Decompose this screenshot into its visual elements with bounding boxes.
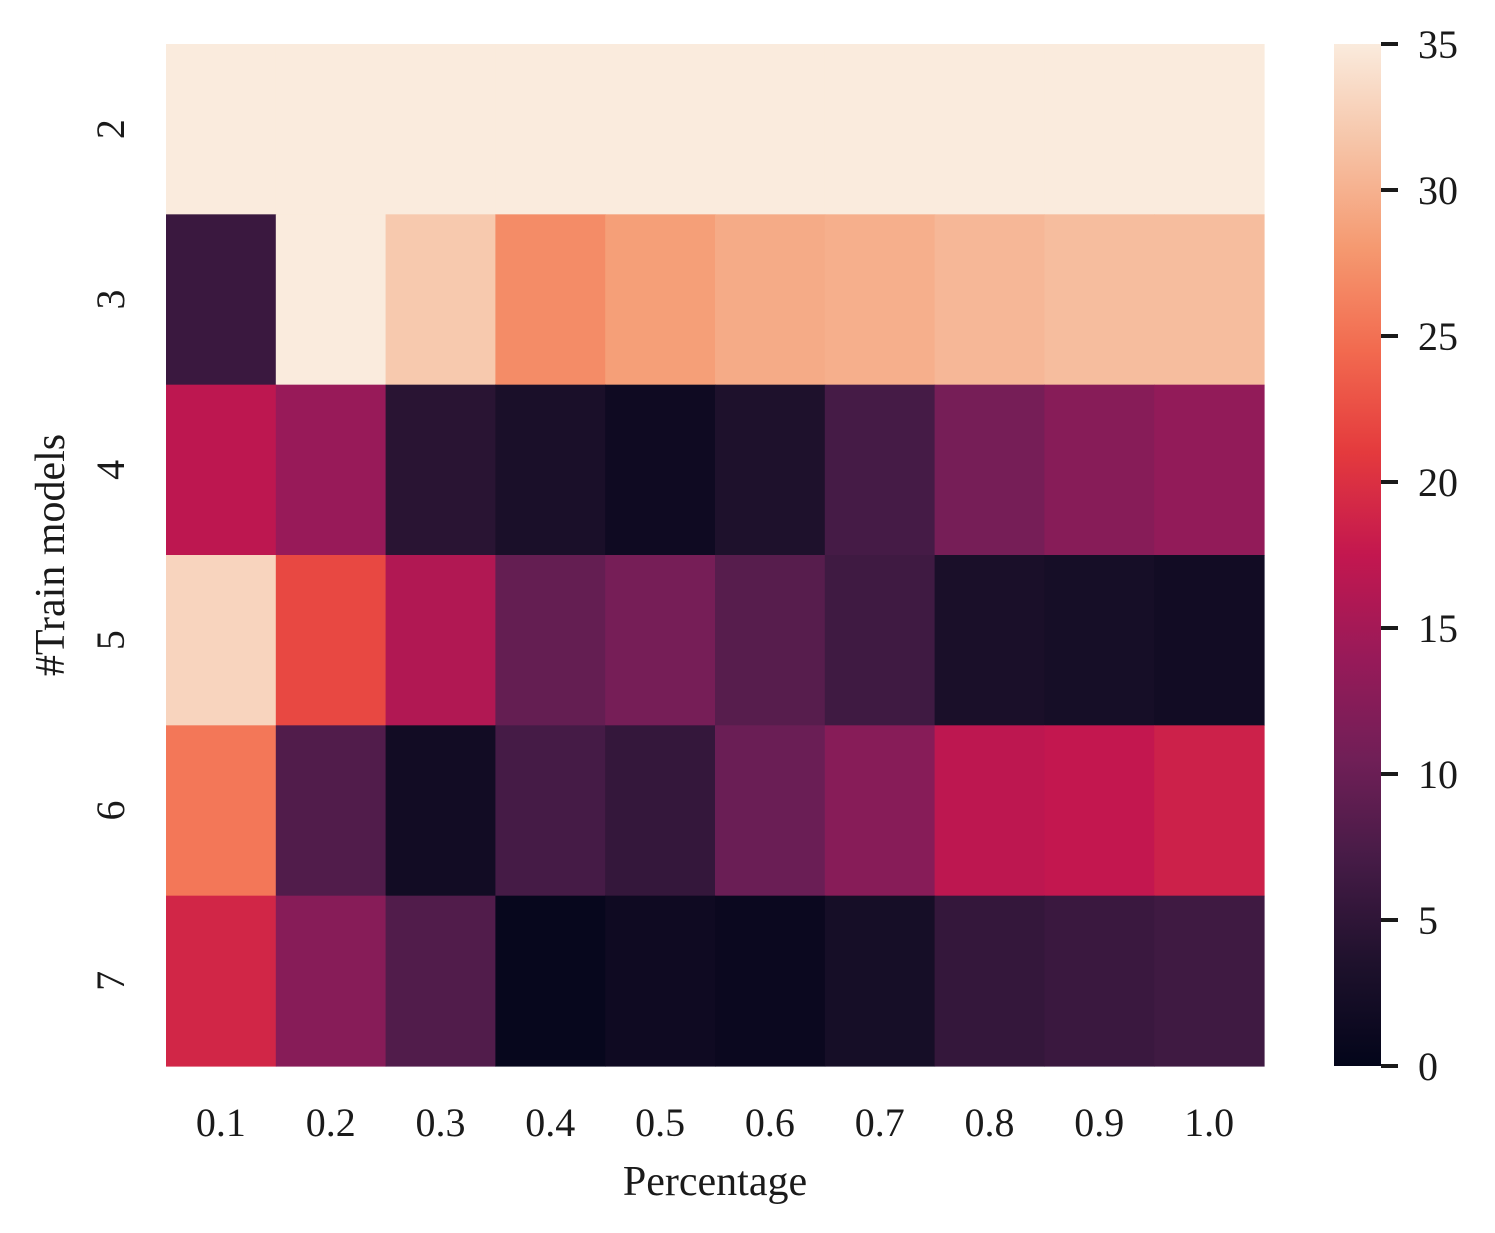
- heatmap-cell: [495, 44, 606, 215]
- heatmap-cell: [166, 895, 277, 1067]
- heatmap-cell: [824, 384, 936, 556]
- heatmap-cell: [605, 384, 716, 556]
- x-tick-labels: 0.1 0.2 0.3 0.4 0.5 0.6 0.7 0.8 0.9 1.0: [196, 1100, 1234, 1145]
- heatmap-cell: [824, 214, 936, 386]
- x-tick-label: 0.4: [525, 1100, 575, 1145]
- heatmap-cell: [385, 44, 496, 215]
- heatmap-cell: [934, 555, 1045, 726]
- heatmap-cell: [824, 44, 936, 215]
- heatmap-cell: [275, 214, 387, 386]
- heatmap-cell: [1044, 555, 1155, 726]
- heatmap-cell: [715, 44, 826, 215]
- heatmap-cell: [934, 44, 1045, 215]
- heatmap-cell: [1154, 214, 1265, 386]
- y-tick-label: 4: [88, 460, 133, 480]
- heatmap-cell: [605, 725, 716, 897]
- heatmap-cell: [166, 384, 277, 556]
- heatmap-cell: [495, 384, 606, 556]
- heatmap-cell: [824, 895, 936, 1067]
- y-axis-label: #Train models: [28, 434, 74, 676]
- heatmap-cell: [385, 895, 496, 1067]
- heatmap-cell: [275, 555, 387, 726]
- heatmap-cell: [495, 214, 606, 386]
- heatmap-cell: [1044, 725, 1155, 897]
- heatmap-cell: [1044, 214, 1155, 386]
- heatmap-cell: [385, 214, 496, 386]
- heatmap-cell: [715, 895, 826, 1067]
- y-tick-label: 5: [88, 630, 133, 650]
- y-tick-label: 7: [88, 971, 133, 991]
- colorbar-ticks: 0 5 10 15 20 25 30 35: [1381, 22, 1458, 1089]
- heatmap-cell: [275, 44, 387, 215]
- heatmap-cell: [605, 44, 716, 215]
- heatmap-cell: [934, 384, 1045, 556]
- y-tick-label: 2: [88, 119, 133, 139]
- heatmap-cells: [166, 44, 1265, 1067]
- heatmap-cell: [1154, 895, 1265, 1067]
- colorbar-tick-label: 5: [1418, 898, 1438, 943]
- heatmap-cell: [934, 725, 1045, 897]
- y-tick-labels: 2 3 4 5 6 7: [88, 119, 133, 991]
- heatmap-cell: [824, 555, 936, 726]
- y-tick-label: 6: [88, 801, 133, 821]
- heatmap-cell: [1044, 44, 1155, 215]
- heatmap-cell: [605, 895, 716, 1067]
- colorbar-tick-label: 20: [1418, 460, 1458, 505]
- heatmap-cell: [1044, 895, 1155, 1067]
- colorbar-tick-label: 25: [1418, 314, 1458, 359]
- heatmap-cell: [715, 384, 826, 556]
- heatmap-cell: [495, 895, 606, 1067]
- heatmap-cell: [1154, 384, 1265, 556]
- heatmap-cell: [715, 555, 826, 726]
- heatmap-cell: [1154, 555, 1265, 726]
- heatmap-cell: [715, 725, 826, 897]
- heatmap-cell: [1154, 725, 1265, 897]
- heatmap-cell: [275, 384, 387, 556]
- heatmap-cell: [385, 384, 496, 556]
- heatmap-cell: [605, 214, 716, 386]
- x-tick-label: 0.1: [196, 1100, 246, 1145]
- heatmap-cell: [495, 725, 606, 897]
- heatmap-cell: [934, 214, 1045, 386]
- heatmap-cell: [1154, 44, 1265, 215]
- heatmap-cell: [824, 725, 936, 897]
- heatmap-cell: [166, 214, 277, 386]
- x-axis-label: Percentage: [623, 1159, 807, 1205]
- x-tick-label: 0.5: [635, 1100, 685, 1145]
- heatmap-cell: [166, 555, 277, 726]
- x-tick-label: 0.8: [965, 1100, 1015, 1145]
- x-tick-label: 0.9: [1074, 1100, 1124, 1145]
- x-tick-label: 0.3: [416, 1100, 466, 1145]
- x-tick-label: 0.2: [306, 1100, 356, 1145]
- heatmap-cell: [385, 725, 496, 897]
- heatmap-cell: [166, 44, 277, 215]
- colorbar-tick-label: 10: [1418, 752, 1458, 797]
- heatmap-cell: [605, 555, 716, 726]
- heatmap-cell: [275, 895, 387, 1067]
- heatmap-cell: [166, 725, 277, 897]
- x-tick-label: 1.0: [1184, 1100, 1234, 1145]
- colorbar: [1334, 44, 1381, 1066]
- x-tick-label: 0.6: [745, 1100, 795, 1145]
- x-tick-label: 0.7: [855, 1100, 905, 1145]
- colorbar-tick-label: 0: [1418, 1044, 1438, 1089]
- heatmap-cell: [385, 555, 496, 726]
- colorbar-tick-label: 35: [1418, 22, 1458, 67]
- heatmap-cell: [495, 555, 606, 726]
- heatmap-cell: [1044, 384, 1155, 556]
- colorbar-tick-label: 15: [1418, 606, 1458, 651]
- heatmap-cell: [275, 725, 387, 897]
- heatmap-cell: [715, 214, 826, 386]
- heatmap-cell: [934, 895, 1045, 1067]
- y-tick-label: 3: [88, 290, 133, 310]
- colorbar-tick-label: 30: [1418, 168, 1458, 213]
